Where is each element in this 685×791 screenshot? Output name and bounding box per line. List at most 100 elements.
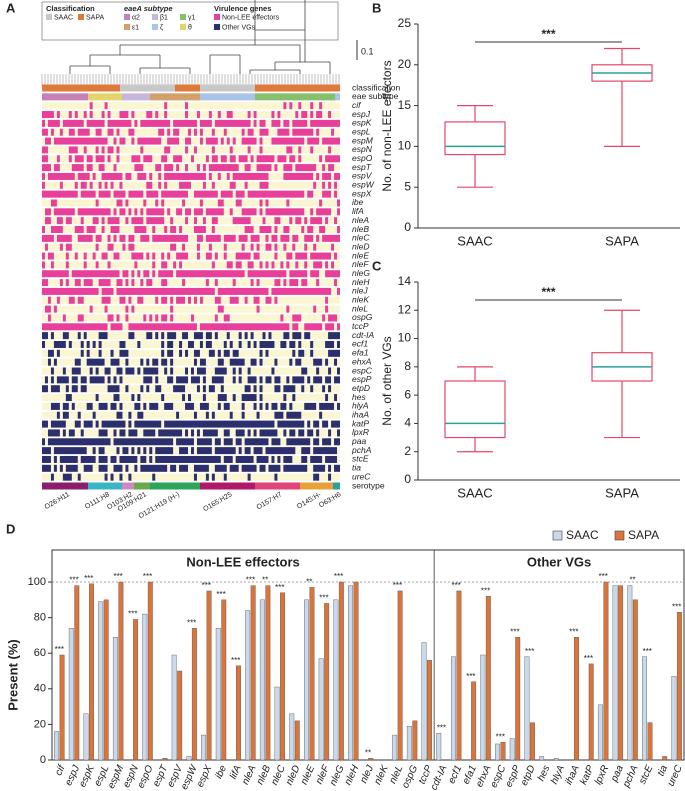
heatmap-cell — [301, 447, 311, 455]
serotype-cell — [88, 482, 122, 490]
heatmap-cell — [89, 181, 93, 189]
heatmap-cell — [283, 243, 287, 251]
heatmap-cell — [62, 473, 72, 481]
bar — [191, 628, 197, 761]
heatmap-cell — [158, 181, 162, 189]
heatmap-cell — [307, 137, 320, 145]
heatmap-cell — [274, 279, 281, 287]
bar — [318, 658, 324, 761]
heatmap-cell — [328, 164, 335, 172]
heatmap-cell — [229, 208, 233, 216]
heatmap-cell — [325, 455, 338, 463]
heatmap-cell — [155, 111, 159, 119]
significance-label: *** — [569, 627, 578, 636]
heatmap-cell — [229, 464, 239, 472]
heatmap-cell — [220, 137, 224, 145]
row-label: pchA — [351, 445, 372, 455]
heatmap-cell — [71, 367, 81, 375]
heatmap-cell — [292, 119, 308, 127]
row-label: espV — [352, 171, 373, 181]
heatmap-cell — [131, 447, 135, 455]
heatmap-cell — [176, 270, 245, 278]
heatmap-row-bg — [42, 464, 340, 472]
heatmap-cell — [92, 252, 96, 260]
heatmap-row-bg — [42, 199, 340, 207]
heatmap-cell — [322, 190, 332, 198]
y-tick-label: 5 — [404, 179, 411, 193]
heatmap-cell — [253, 402, 257, 410]
serotype-label: O145:H- — [296, 491, 323, 511]
heatmap-cell — [331, 420, 340, 428]
bar — [515, 637, 521, 761]
bar — [59, 654, 65, 761]
heatmap-cell — [68, 296, 75, 304]
classification-cell — [175, 84, 200, 92]
y-tick-label: 14 — [398, 274, 412, 288]
y-tick-label: 20 — [34, 718, 46, 730]
significance-label: *** — [496, 732, 505, 741]
heatmap-cell — [74, 181, 78, 189]
heatmap-cell — [301, 455, 308, 463]
row-label: espO — [352, 153, 373, 163]
heatmap-cell — [137, 447, 141, 455]
row-label: ospG — [352, 312, 373, 322]
y-tick-label: 6 — [404, 387, 411, 401]
heatmap-cell — [161, 349, 165, 357]
row-label: nleH — [352, 277, 370, 287]
heatmap-cell — [328, 385, 332, 393]
heatmap-cell — [241, 411, 245, 419]
box — [444, 380, 506, 439]
heatmap-cell — [271, 234, 278, 242]
heatmap-cell — [179, 464, 189, 472]
heatmap-cell — [128, 411, 132, 419]
heatmap-cell — [53, 305, 57, 313]
heatmap-cell — [42, 190, 78, 198]
heatmap-cell — [193, 208, 203, 216]
heatmap-cell — [232, 349, 239, 357]
heatmap-cell — [325, 323, 335, 331]
heatmap-cell — [250, 243, 254, 251]
heatmap-cell — [205, 208, 224, 216]
heatmap-cell — [170, 464, 177, 472]
heatmap-cell — [256, 164, 272, 172]
significance-label: *** — [128, 610, 137, 619]
heatmap-cell — [322, 164, 326, 172]
heatmap-cell — [277, 155, 287, 163]
heatmap-cell — [310, 385, 314, 393]
heatmap-cell — [113, 429, 117, 437]
heatmap-cell — [202, 217, 206, 225]
row-label: cdt-IA — [352, 330, 375, 340]
heatmap-cell — [155, 376, 159, 384]
heatmap-cell — [325, 261, 329, 269]
heatmap-cell — [158, 128, 165, 136]
heatmap-cell — [143, 447, 147, 455]
heatmap-cell — [101, 172, 123, 180]
heatmap-cell — [179, 226, 183, 234]
heatmap-cell — [319, 102, 323, 110]
heatmap-cell — [220, 190, 233, 198]
heatmap-cell — [217, 394, 227, 402]
heatmap-cell — [214, 252, 218, 260]
heatmap-cell — [53, 137, 108, 145]
heatmap-cell — [250, 234, 260, 242]
heatmap-cell — [95, 146, 99, 154]
heatmap-cell — [128, 473, 132, 481]
heatmap-cell — [131, 270, 135, 278]
heatmap-cell — [125, 367, 135, 375]
heatmap-cell — [101, 146, 105, 154]
heatmap-cell — [226, 261, 233, 269]
heatmap-cell — [250, 332, 254, 340]
heatmap-cell — [107, 234, 111, 242]
bar — [392, 734, 398, 761]
heatmap-cell — [214, 296, 221, 304]
y-tick-label: 60 — [34, 647, 46, 659]
heatmap-cell — [271, 455, 275, 463]
heatmap-cell — [80, 376, 87, 384]
heatmap-cell — [232, 376, 236, 384]
heatmap-cell — [143, 429, 156, 437]
heatmap-cell — [56, 111, 60, 119]
heatmap-cell — [56, 234, 72, 242]
heatmap-cell — [92, 411, 96, 419]
heatmap-cell — [316, 172, 320, 180]
x-tick-label: espW — [179, 762, 200, 791]
